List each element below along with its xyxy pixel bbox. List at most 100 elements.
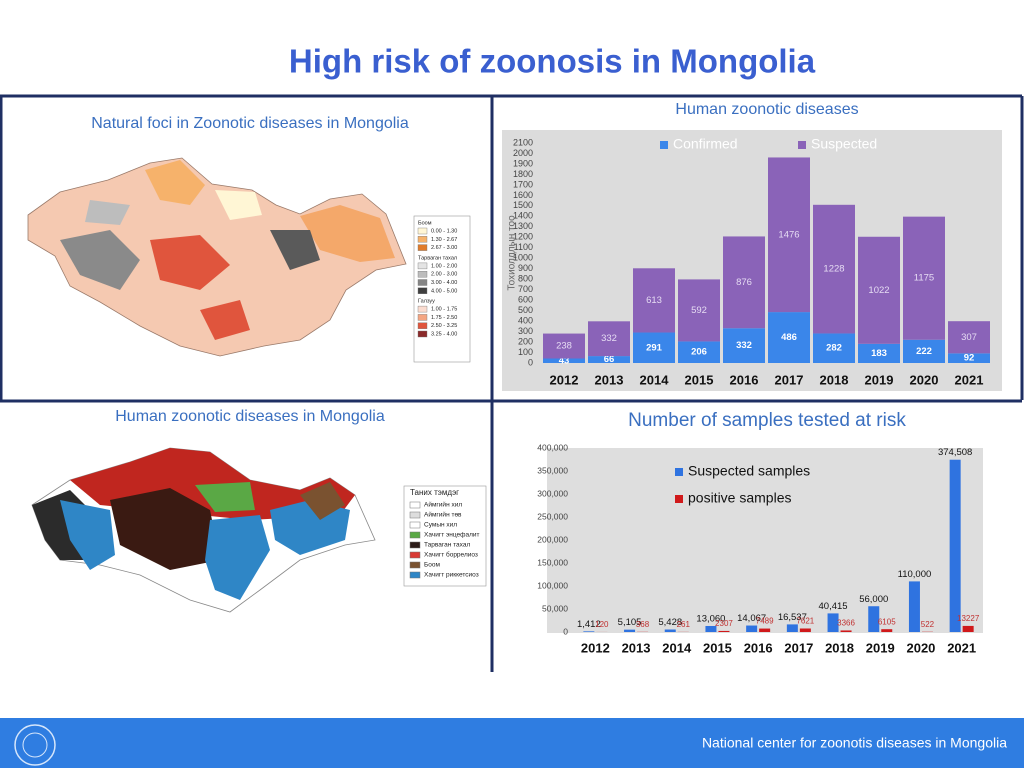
x-tick-label: 2020 xyxy=(910,372,939,387)
legend-group: Тарваган тахал xyxy=(418,255,457,261)
data-label: 876 xyxy=(736,277,752,288)
legend-swatch xyxy=(417,271,428,278)
map-legend-title: Таних тэмдэг xyxy=(410,488,459,497)
y-tick-label: 400 xyxy=(518,315,533,325)
bar xyxy=(948,353,990,363)
y-tick-label: 0 xyxy=(528,357,533,367)
legend-label: Suspected samples xyxy=(688,463,810,479)
legend-swatch xyxy=(417,287,428,294)
legend-swatch xyxy=(409,551,421,559)
bar xyxy=(948,321,990,354)
map-area xyxy=(60,500,115,570)
y-tick-label: 900 xyxy=(518,263,533,273)
data-label: 332 xyxy=(736,340,752,351)
data-label: 183 xyxy=(871,348,887,359)
y-tick-label: 800 xyxy=(518,274,533,284)
legend-swatch xyxy=(417,262,428,270)
legend-swatch xyxy=(409,531,421,539)
x-tick-label: 2014 xyxy=(662,640,692,655)
bar xyxy=(881,629,893,632)
legend-label: 1.30 - 2.67 xyxy=(431,237,457,243)
x-tick-label: 2019 xyxy=(866,640,895,655)
y-tick-label: 100 xyxy=(518,347,533,357)
map-area xyxy=(300,205,395,262)
x-tick-label: 2013 xyxy=(595,372,624,387)
x-tick-label: 2013 xyxy=(622,640,651,655)
data-label: 43 xyxy=(559,355,570,366)
legend-swatch xyxy=(417,244,428,251)
x-tick-label: 2019 xyxy=(865,372,894,387)
data-label: 1022 xyxy=(868,285,889,296)
chart-title: Human zoonotic diseases xyxy=(675,101,858,118)
bar xyxy=(633,332,675,363)
data-label: 7489 xyxy=(756,617,774,626)
bar xyxy=(624,629,636,632)
map-natural-foci xyxy=(27,157,407,357)
y-tick-label: 0 xyxy=(563,626,568,636)
bar xyxy=(903,339,945,363)
x-tick-label: 2012 xyxy=(581,640,610,655)
legend-swatch xyxy=(417,227,428,235)
bar xyxy=(868,606,880,632)
bar xyxy=(827,613,839,632)
bar xyxy=(858,343,900,363)
x-tick-label: 2016 xyxy=(744,640,773,655)
bar xyxy=(678,279,720,342)
data-label: 5,105 xyxy=(618,617,642,628)
y-tick-label: 2000 xyxy=(513,148,533,158)
legend-swatch xyxy=(409,511,421,519)
x-tick-label: 2015 xyxy=(685,372,714,387)
bar xyxy=(723,236,765,329)
data-label: 14,067 xyxy=(737,613,766,624)
x-tick-label: 2012 xyxy=(550,372,579,387)
bar xyxy=(664,629,676,632)
legend-label: 2.00 - 3.00 xyxy=(431,272,457,278)
data-label: 486 xyxy=(781,332,797,343)
map-area xyxy=(195,482,255,512)
bar xyxy=(718,630,730,632)
map-area xyxy=(60,230,140,290)
data-label: 1175 xyxy=(914,273,934,284)
bar xyxy=(768,312,810,363)
bar xyxy=(908,581,920,632)
x-tick-label: 2020 xyxy=(906,640,935,655)
legend-group: Боом xyxy=(418,220,432,226)
y-tick-label: 300,000 xyxy=(537,488,568,498)
y-tick-label: 200 xyxy=(518,336,533,346)
y-tick-label: 1400 xyxy=(513,211,533,221)
legend-label: Suspected xyxy=(811,136,877,152)
map-legend: Аймгийн хил Аймгийн төв Сумын хил Хачигт эн… xyxy=(409,501,480,579)
x-tick-label: 2017 xyxy=(775,372,804,387)
legend-label: positive samples xyxy=(688,490,792,506)
bar xyxy=(588,356,630,363)
data-label: 56,000 xyxy=(859,594,888,605)
legend-swatch xyxy=(417,322,428,329)
legend-swatch xyxy=(409,561,421,569)
bar xyxy=(723,328,765,363)
y-tick-label: 1800 xyxy=(513,169,533,179)
legend-swatch xyxy=(417,236,428,243)
x-tick-label: 2018 xyxy=(825,640,854,655)
y-tick-label: 250,000 xyxy=(537,511,568,521)
legend-label: 2.67 - 3.00 xyxy=(431,245,457,251)
data-label: 66 xyxy=(604,354,615,365)
y-tick-label: 1200 xyxy=(513,232,533,242)
data-label: 5,428 xyxy=(658,617,682,628)
legend-label: 3.00 - 4.00 xyxy=(431,280,457,286)
data-label: 92 xyxy=(964,353,975,364)
bar xyxy=(840,630,852,632)
legend-label: Сумын хил xyxy=(424,522,457,529)
data-label: 16,537 xyxy=(778,612,807,623)
map-area xyxy=(300,482,345,520)
y-tick-label: 400,000 xyxy=(537,442,568,452)
legend-label: Аймгийн төв xyxy=(424,511,462,519)
bar xyxy=(949,459,961,632)
legend-swatch xyxy=(417,314,428,321)
data-label: 120 xyxy=(595,620,609,629)
y-tick-label: 100,000 xyxy=(537,580,568,590)
map-area xyxy=(150,235,230,290)
data-label: 7621 xyxy=(796,617,814,626)
legend-swatch xyxy=(417,279,428,286)
y-tick-label: 600 xyxy=(518,295,533,305)
y-tick-label: 150,000 xyxy=(537,557,568,567)
